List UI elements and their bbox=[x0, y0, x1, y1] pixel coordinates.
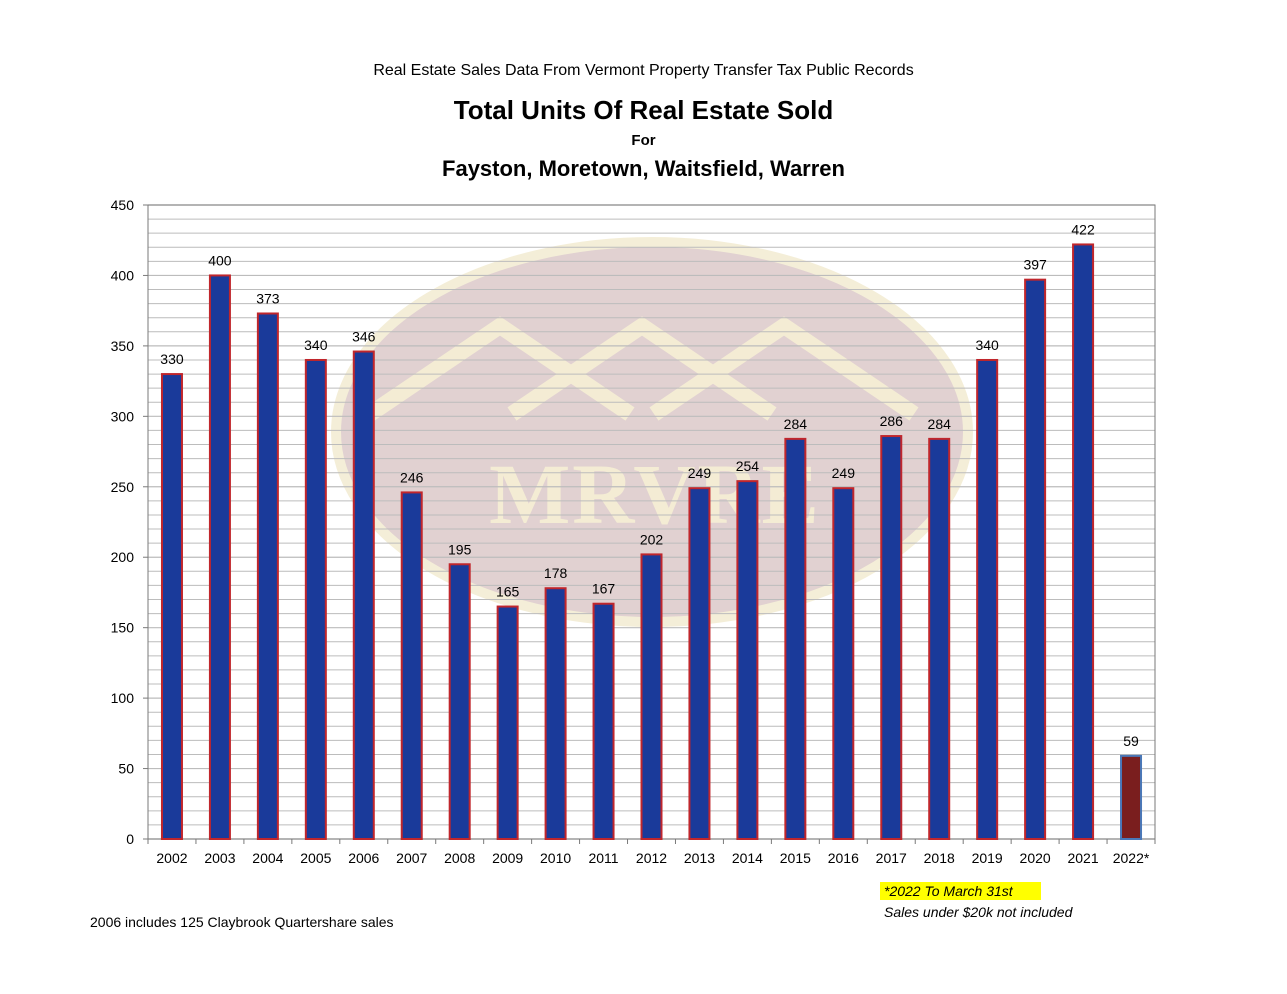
bar-2008 bbox=[448, 563, 471, 840]
data-label-2020: 397 bbox=[1023, 257, 1047, 273]
claybrook-footnote: 2006 includes 125 Claybrook Quartershare… bbox=[90, 914, 394, 930]
x-tick-label: 2002 bbox=[156, 850, 187, 866]
partial-year-note: *2022 To March 31st bbox=[880, 882, 1041, 900]
data-label-2007: 246 bbox=[400, 469, 424, 485]
x-tick-label: 2020 bbox=[1020, 850, 1051, 866]
data-label-2015: 284 bbox=[784, 416, 808, 432]
bar-2003 bbox=[208, 274, 231, 840]
data-label-2003: 400 bbox=[208, 252, 232, 268]
bar-2009 bbox=[496, 605, 519, 840]
bar-2013 bbox=[688, 487, 711, 840]
data-label-2022*: 59 bbox=[1123, 733, 1139, 749]
data-labels: 330 400 373 340 346 246 195 165 178 167 202 249 254 2… bbox=[160, 221, 1139, 748]
x-tick-label: 2007 bbox=[396, 850, 427, 866]
bar-2020 bbox=[1024, 278, 1047, 841]
bars bbox=[160, 243, 1143, 841]
bar-2019 bbox=[976, 358, 999, 840]
data-label-2012: 202 bbox=[640, 531, 664, 547]
x-tick-label: 2004 bbox=[252, 850, 283, 866]
bar-2006 bbox=[352, 350, 375, 840]
y-tick-label: 100 bbox=[111, 690, 135, 706]
x-tick-label: 2010 bbox=[540, 850, 571, 866]
data-label-2002: 330 bbox=[160, 351, 184, 367]
bar-2022* bbox=[1120, 754, 1143, 840]
bar-2010 bbox=[544, 587, 567, 840]
bar-2005 bbox=[304, 358, 327, 840]
x-tick-label: 2005 bbox=[300, 850, 331, 866]
bar-2002 bbox=[160, 373, 183, 840]
x-tick-label: 2017 bbox=[876, 850, 907, 866]
x-tick-label: 2003 bbox=[204, 850, 235, 866]
watermark-logo: MRVRE bbox=[331, 237, 973, 627]
data-label-2018: 284 bbox=[928, 416, 952, 432]
x-tick-label: 2021 bbox=[1067, 850, 1098, 866]
data-label-2011: 167 bbox=[592, 581, 616, 597]
y-tick-label: 0 bbox=[126, 831, 134, 847]
bar-2012 bbox=[640, 553, 663, 840]
data-label-2006: 346 bbox=[352, 329, 376, 345]
watermark-mountain-0 bbox=[365, 316, 635, 421]
bar-2007 bbox=[400, 491, 423, 840]
x-tick-label: 2016 bbox=[828, 850, 859, 866]
bar-2016 bbox=[832, 487, 855, 840]
x-tick-label: 2013 bbox=[684, 850, 715, 866]
x-tick-label: 2012 bbox=[636, 850, 667, 866]
chart-subtitle: Fayston, Moretown, Waitsfield, Warren bbox=[442, 156, 845, 181]
x-tick-label: 2014 bbox=[732, 850, 763, 866]
chart-title: Total Units Of Real Estate Sold bbox=[453, 95, 834, 125]
bar-2017 bbox=[880, 435, 903, 840]
watermark-mountain-1 bbox=[507, 316, 777, 421]
chart-for-label: For bbox=[631, 132, 656, 149]
y-axis: 0 50 100 150 200 250 300 350 400 450 bbox=[111, 197, 148, 847]
data-label-2005: 340 bbox=[304, 337, 328, 353]
y-tick-label: 250 bbox=[111, 479, 135, 495]
y-tick-label: 150 bbox=[111, 620, 135, 636]
bar-2004 bbox=[256, 312, 279, 840]
data-label-2009: 165 bbox=[496, 584, 520, 600]
x-tick-label: 2006 bbox=[348, 850, 379, 866]
x-tick-label: 2008 bbox=[444, 850, 475, 866]
y-tick-label: 300 bbox=[111, 408, 135, 424]
y-tick-label: 350 bbox=[111, 338, 135, 354]
x-tick-label: 2018 bbox=[924, 850, 955, 866]
data-label-2008: 195 bbox=[448, 541, 472, 557]
exclusion-note: Sales under $20k not included bbox=[884, 904, 1073, 920]
data-label-2016: 249 bbox=[832, 465, 856, 481]
data-label-2013: 249 bbox=[688, 465, 712, 481]
x-tick-label: 2011 bbox=[588, 850, 618, 866]
x-tick-label: 2022* bbox=[1113, 850, 1150, 866]
data-label-2004: 373 bbox=[256, 290, 280, 306]
watermark-text: MRVRE bbox=[489, 446, 821, 542]
data-label-2017: 286 bbox=[880, 413, 904, 429]
data-label-2019: 340 bbox=[975, 337, 999, 353]
x-axis: 2002 2003 2004 2005 2006 2007 2008 2009 2010 2011… bbox=[147, 839, 1156, 866]
watermark-mountain-2 bbox=[649, 316, 919, 421]
chart-pretitle: Real Estate Sales Data From Vermont Prop… bbox=[373, 62, 914, 79]
bar-2018 bbox=[928, 437, 951, 840]
bar-2021 bbox=[1072, 243, 1095, 840]
y-tick-label: 450 bbox=[111, 197, 135, 213]
data-label-2010: 178 bbox=[544, 565, 568, 581]
x-tick-label: 2019 bbox=[972, 850, 1003, 866]
y-tick-label: 200 bbox=[111, 549, 135, 565]
data-label-2014: 254 bbox=[736, 458, 760, 474]
data-label-2021: 422 bbox=[1071, 221, 1095, 237]
x-tick-label: 2015 bbox=[780, 850, 811, 866]
y-tick-label: 400 bbox=[111, 267, 135, 283]
y-tick-label: 50 bbox=[118, 761, 134, 777]
bar-2014 bbox=[736, 480, 759, 840]
x-tick-label: 2009 bbox=[492, 850, 523, 866]
bar-2015 bbox=[784, 437, 807, 840]
bar-2011 bbox=[592, 602, 615, 841]
